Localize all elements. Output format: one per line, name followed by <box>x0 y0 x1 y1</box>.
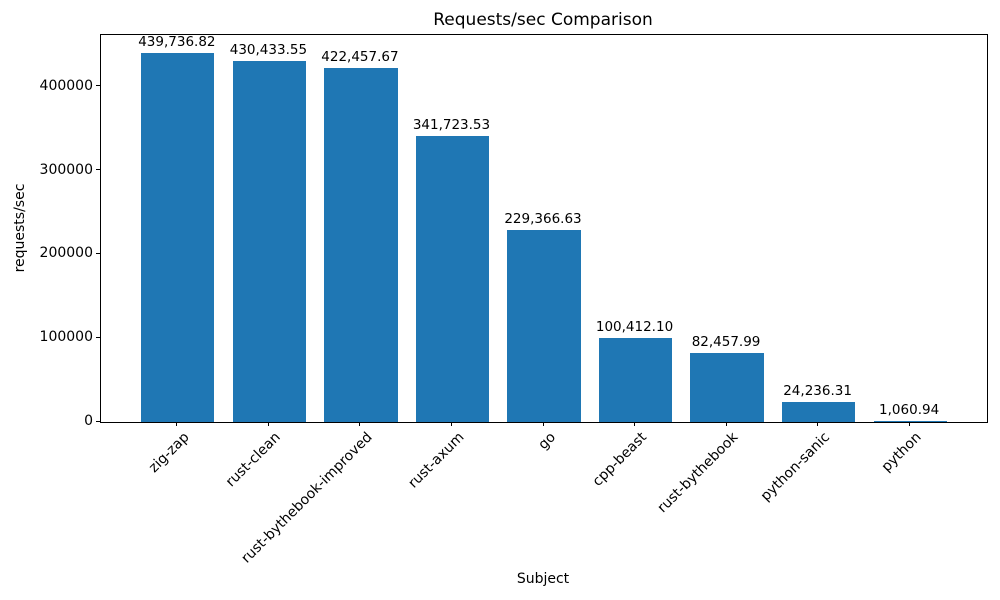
x-tick-label-python-sanic: python-sanic <box>757 429 834 505</box>
y-tick-mark <box>96 420 100 422</box>
y-tick-label: 200000 <box>39 245 93 262</box>
bar-go <box>507 229 581 422</box>
x-tick-mark <box>725 422 727 426</box>
y-tick-label: 100000 <box>39 329 93 346</box>
bar-python-sanic <box>781 401 856 422</box>
x-tick-mark <box>908 422 910 426</box>
plot-area <box>100 34 988 423</box>
y-axis-label: requests/sec <box>12 183 28 273</box>
y-tick-label: 300000 <box>39 161 93 178</box>
bar-value-label: 1,060.94 <box>879 402 940 418</box>
bar-value-label: 100,412.10 <box>595 318 674 335</box>
x-tick-mark <box>450 422 452 426</box>
bar-rust-bythebook-improved <box>324 67 398 422</box>
bar-value-label: 422,457.67 <box>321 48 399 65</box>
x-tick-mark <box>359 422 361 426</box>
y-tick-mark <box>96 252 100 254</box>
x-tick-label-rust-axum: rust-axum <box>404 429 468 492</box>
bar-value-label: 82,457.99 <box>691 333 761 350</box>
bar-value-label: 341,723.53 <box>412 116 491 133</box>
bar-value-label: 439,736.82 <box>138 34 216 51</box>
x-tick-label-go: go <box>534 429 559 453</box>
bar-value-label: 24,236.31 <box>783 382 852 399</box>
y-tick-mark <box>96 169 100 171</box>
x-tick-label-cpp-beast: cpp-beast <box>589 429 651 490</box>
bar-rust-bythebook <box>690 352 764 422</box>
x-tick-mark <box>634 422 636 426</box>
x-tick-label-rust-bythebook: rust-bythebook <box>654 429 742 517</box>
bar-python <box>873 421 947 422</box>
x-tick-label-python: python <box>878 429 925 476</box>
bar-zig-zap <box>141 53 215 422</box>
bar-cpp-beast <box>598 337 673 422</box>
x-tick-mark <box>542 422 544 426</box>
x-tick-label-zig-zap: zig-zap <box>145 429 193 476</box>
bar-value-label: 229,366.63 <box>504 210 582 227</box>
x-tick-mark <box>267 422 269 426</box>
x-axis-label: Subject <box>516 571 570 587</box>
bar-rust-clean <box>232 61 307 422</box>
bar-value-label: 430,433.55 <box>229 42 308 59</box>
y-tick-mark <box>96 85 100 87</box>
x-tick-mark <box>817 422 819 426</box>
y-tick-label: 400000 <box>39 77 93 94</box>
y-tick-mark <box>96 336 100 338</box>
y-tick-label: 0 <box>84 413 93 429</box>
x-tick-label-rust-clean: rust-clean <box>223 429 285 491</box>
x-tick-mark <box>176 422 178 426</box>
chart-title: Requests/sec Comparison <box>433 10 653 30</box>
bar-rust-axum <box>415 135 490 422</box>
